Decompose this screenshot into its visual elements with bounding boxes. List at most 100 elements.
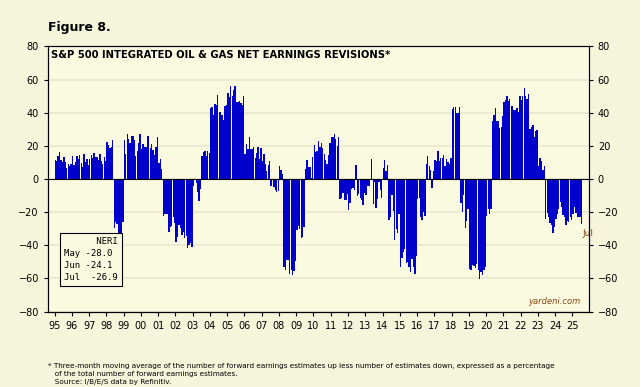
Bar [190,179,191,243]
Bar [269,161,270,179]
Bar [308,167,309,179]
Bar [165,179,166,214]
Bar [253,147,255,179]
Bar [132,136,134,179]
Bar [303,179,305,227]
Bar [68,164,69,179]
Bar [263,154,264,179]
Bar [364,179,365,193]
Bar [98,160,99,179]
Bar [378,179,380,183]
Bar [63,157,65,179]
Bar [220,112,221,179]
Bar [341,179,342,198]
Bar [534,137,535,179]
Bar [216,105,217,179]
Bar [370,179,371,180]
Bar [287,179,289,260]
Bar [187,179,188,248]
Bar [293,179,295,271]
Bar [148,136,149,179]
Text: * Three-month moving average of the number of forward earnings estimates up less: * Three-month moving average of the numb… [48,363,555,385]
Bar [458,113,459,179]
Bar [433,171,435,179]
Bar [319,147,321,179]
Bar [131,135,132,179]
Bar [442,158,443,179]
Bar [203,152,204,179]
Bar [414,179,415,274]
Bar [112,140,113,179]
Bar [454,107,456,179]
Bar [122,179,124,223]
Bar [129,143,131,179]
Bar [60,160,61,179]
Bar [380,179,381,190]
Bar [236,101,237,179]
Bar [279,166,280,179]
Bar [214,104,216,179]
Bar [574,179,575,207]
Bar [77,159,79,179]
Bar [128,139,129,179]
Bar [314,145,315,179]
Bar [463,179,465,195]
Bar [262,161,263,179]
Bar [299,179,300,229]
Bar [436,161,437,179]
Bar [219,112,220,179]
Bar [333,134,335,179]
Bar [157,137,158,179]
Bar [559,179,561,202]
Bar [280,170,282,179]
Bar [469,179,470,269]
Bar [488,179,489,209]
Bar [342,179,344,193]
Bar [535,131,536,179]
Bar [500,127,502,179]
Bar [470,179,472,270]
Bar [564,179,565,217]
Bar [558,179,559,209]
Bar [82,168,83,179]
Bar [490,179,492,209]
Bar [408,179,410,267]
Bar [484,179,486,267]
Bar [381,179,383,198]
Bar [301,179,302,238]
Bar [536,130,538,179]
Bar [242,105,243,179]
Bar [337,146,338,179]
Bar [404,179,406,249]
Bar [515,110,516,179]
Bar [310,178,312,179]
Bar [264,164,266,179]
Bar [121,179,122,238]
Bar [424,179,426,216]
Bar [85,162,86,179]
Bar [225,106,226,179]
Bar [349,179,351,203]
Bar [321,143,322,179]
Bar [239,101,240,179]
Bar [197,179,198,192]
Bar [377,179,378,199]
Bar [332,137,333,179]
Bar [552,179,554,233]
Bar [108,145,109,179]
Bar [496,121,497,179]
Bar [554,179,555,228]
Bar [147,137,148,179]
Bar [182,179,184,232]
Bar [181,179,182,235]
Bar [528,94,529,179]
Bar [105,161,106,179]
Bar [460,179,461,203]
Bar [170,179,171,227]
Bar [89,159,90,179]
Bar [355,165,356,179]
Bar [116,179,118,224]
Bar [228,97,230,179]
Bar [322,147,323,179]
Bar [184,179,186,238]
